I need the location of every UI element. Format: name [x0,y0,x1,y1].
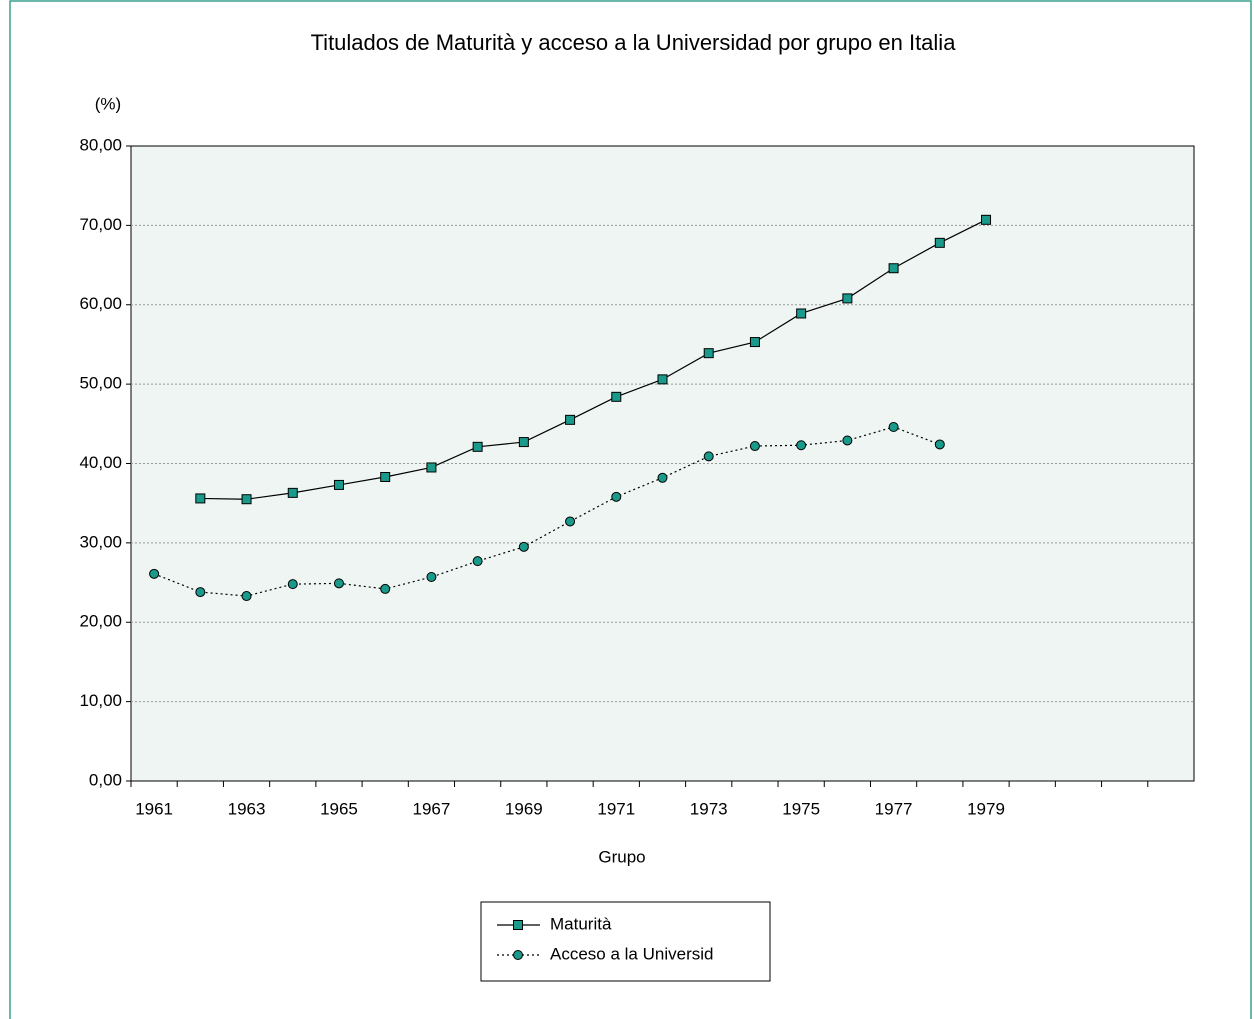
data-point [472,441,483,452]
x-axis-label: Grupo [598,847,645,866]
data-point [934,439,945,450]
data-point [749,441,760,452]
y-tick-label: 30,00 [79,532,122,551]
x-tick-label: 1975 [782,799,820,818]
data-point [657,472,668,483]
legend-label: Acceso a la Universid [550,944,713,963]
data-point [565,516,576,527]
y-tick-label: 10,00 [79,691,122,710]
y-axis-label: (%) [95,94,121,113]
legend-label: Maturità [550,914,612,933]
y-tick-label: 20,00 [79,612,122,631]
series-line [200,219,987,500]
data-point [518,437,529,448]
chart-title: Titulados de Maturità y acceso a la Univ… [311,30,957,55]
x-tick-label: 1971 [597,799,635,818]
data-point [657,374,668,385]
data-point [518,541,529,552]
data-point [287,487,298,498]
series-line [153,426,941,597]
data-point [195,587,206,598]
x-tick-label: 1977 [875,799,913,818]
data-point [472,556,483,567]
data-point [888,263,899,274]
data-point [380,583,391,594]
x-tick-label: 1963 [228,799,266,818]
data-point [380,471,391,482]
data-point [611,391,622,402]
y-tick-label: 70,00 [79,215,122,234]
x-tick-label: 1961 [135,799,173,818]
data-point [333,578,344,589]
data-point [981,214,992,225]
y-tick-label: 60,00 [79,294,122,313]
data-point [796,440,807,451]
data-point [842,293,853,304]
data-point [703,451,714,462]
y-tick-label: 0,00 [89,770,122,789]
data-point [149,568,160,579]
data-point [426,462,437,473]
data-point [565,414,576,425]
data-point [749,337,760,348]
legend [480,901,771,982]
legend-marker [513,950,523,960]
frame [9,0,1252,1019]
x-tick-label: 1969 [505,799,543,818]
data-point [195,493,206,504]
x-tick-label: 1967 [412,799,450,818]
x-tick-label: 1965 [320,799,358,818]
data-point [333,479,344,490]
data-point [888,421,899,432]
plot-area [130,145,1195,782]
y-tick-label: 80,00 [79,135,122,154]
legend-marker [513,920,523,930]
y-tick-label: 40,00 [79,453,122,472]
data-point [796,308,807,319]
x-tick-label: 1979 [967,799,1005,818]
data-point [842,435,853,446]
x-tick-label: 1973 [690,799,728,818]
data-point [703,348,714,359]
y-tick-label: 50,00 [79,374,122,393]
data-point [241,591,252,602]
data-point [241,494,252,505]
data-point [426,572,437,583]
data-point [934,237,945,248]
data-point [287,579,298,590]
data-point [611,491,622,502]
